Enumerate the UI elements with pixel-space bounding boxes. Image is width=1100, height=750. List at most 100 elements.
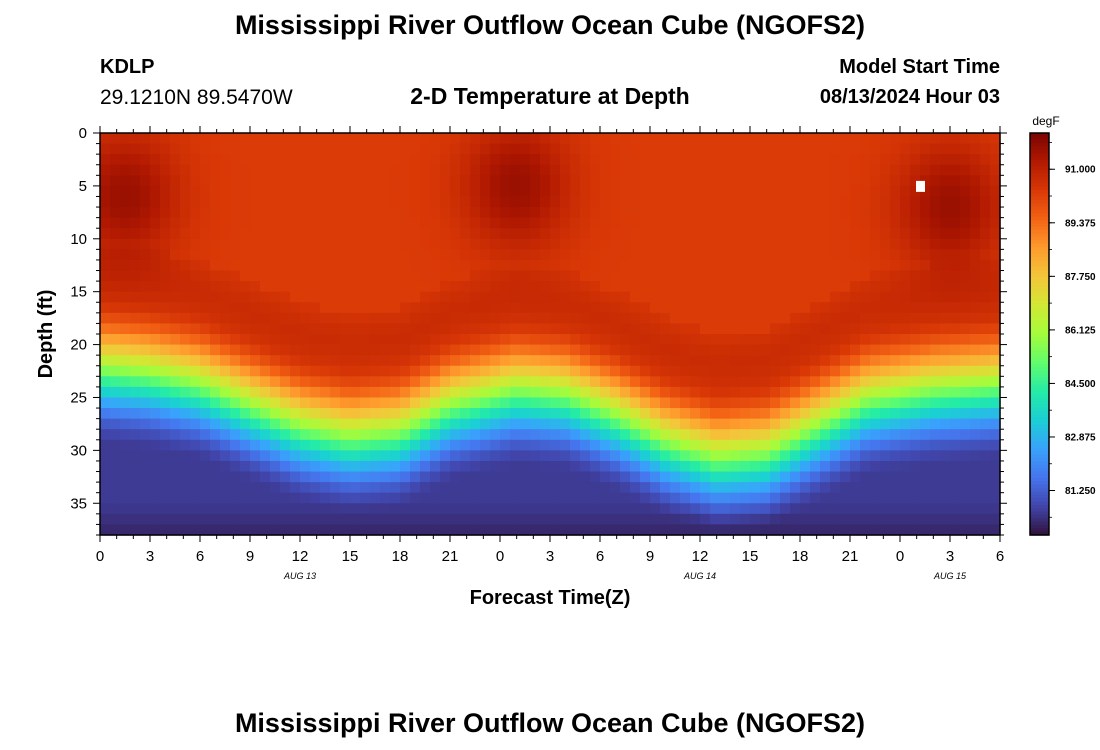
plot-title: 2-D Temperature at Depth bbox=[410, 83, 690, 109]
heatmap-cell bbox=[650, 196, 661, 208]
heatmap-cell bbox=[160, 143, 171, 155]
heatmap-cell bbox=[580, 249, 591, 261]
heatmap-cell bbox=[800, 460, 811, 473]
heatmap-cell bbox=[280, 503, 291, 515]
heatmap-cell bbox=[480, 524, 491, 536]
x-tick-label: 3 bbox=[146, 548, 154, 565]
heatmap-cell bbox=[160, 154, 171, 166]
heatmap-cell bbox=[900, 217, 911, 229]
heatmap-cell bbox=[220, 492, 231, 504]
heatmap-cell bbox=[950, 207, 961, 219]
heatmap-cell bbox=[850, 408, 861, 420]
heatmap-cell bbox=[650, 259, 661, 272]
heatmap-cell bbox=[280, 524, 291, 536]
heatmap-cell bbox=[640, 524, 651, 536]
heatmap-cell bbox=[880, 217, 891, 229]
heatmap-cell bbox=[310, 386, 321, 399]
heatmap-cell bbox=[950, 238, 961, 250]
heatmap-cell bbox=[880, 323, 891, 335]
heatmap-cell bbox=[120, 270, 131, 282]
heatmap-cell bbox=[470, 270, 481, 282]
heatmap-cell bbox=[640, 217, 651, 229]
heatmap-cell bbox=[740, 355, 751, 367]
heatmap-cell bbox=[560, 259, 571, 272]
heatmap-cell bbox=[340, 270, 351, 282]
heatmap-cell bbox=[470, 238, 481, 250]
heatmap-cell bbox=[920, 344, 931, 356]
heatmap-cell bbox=[920, 471, 931, 483]
heatmap-cell bbox=[200, 207, 211, 219]
heatmap-cell bbox=[870, 503, 881, 515]
heatmap-cell bbox=[280, 408, 291, 420]
heatmap-cell bbox=[420, 270, 431, 282]
heatmap-cell bbox=[660, 143, 671, 155]
heatmap-cell bbox=[320, 397, 331, 409]
heatmap-cell bbox=[350, 482, 361, 494]
heatmap-cell bbox=[390, 334, 401, 346]
heatmap-cell bbox=[700, 439, 711, 451]
heatmap-cell bbox=[750, 492, 761, 504]
heatmap-cell bbox=[720, 355, 731, 367]
heatmap-cell bbox=[820, 323, 831, 335]
heatmap-cell bbox=[190, 291, 201, 303]
heatmap-cell bbox=[540, 175, 551, 187]
heatmap-cell bbox=[430, 164, 441, 176]
heatmap-cell bbox=[510, 249, 521, 261]
heatmap-cell bbox=[360, 270, 371, 282]
heatmap-cell bbox=[790, 259, 801, 272]
heatmap-cell bbox=[740, 513, 751, 526]
heatmap-cell bbox=[810, 482, 821, 494]
heatmap-cell bbox=[980, 492, 991, 504]
heatmap-cell bbox=[260, 471, 271, 483]
heatmap-cell bbox=[610, 471, 621, 483]
heatmap-cell bbox=[740, 482, 751, 494]
heatmap-cell bbox=[340, 524, 351, 536]
heatmap-cell bbox=[260, 133, 271, 145]
heatmap-cell bbox=[930, 270, 941, 282]
heatmap-cell bbox=[840, 418, 851, 430]
heatmap-cell bbox=[100, 334, 111, 346]
heatmap-cell bbox=[110, 492, 121, 504]
heatmap-cell bbox=[270, 450, 281, 462]
heatmap-cell bbox=[630, 471, 641, 483]
heatmap-cell bbox=[190, 217, 201, 229]
heatmap-cell bbox=[100, 154, 111, 166]
heatmap-cell bbox=[680, 439, 691, 451]
heatmap-cell bbox=[730, 175, 741, 187]
heatmap-cell bbox=[910, 164, 921, 176]
heatmap-cell bbox=[310, 439, 321, 451]
heatmap-cell bbox=[880, 460, 891, 473]
heatmap-cell bbox=[380, 228, 391, 240]
heatmap-cell bbox=[310, 185, 321, 198]
heatmap-cell bbox=[980, 259, 991, 272]
heatmap-cell bbox=[570, 207, 581, 219]
heatmap-cell bbox=[310, 143, 321, 155]
heatmap-cell bbox=[110, 482, 121, 494]
heatmap-cell bbox=[810, 429, 821, 441]
heatmap-cell bbox=[180, 238, 191, 250]
heatmap-cell bbox=[620, 207, 631, 219]
heatmap-cell bbox=[450, 365, 461, 377]
heatmap-cell bbox=[760, 344, 771, 356]
heatmap-cell bbox=[350, 175, 361, 187]
heatmap-cell bbox=[890, 376, 901, 388]
heatmap-cell bbox=[300, 217, 311, 229]
heatmap-cell bbox=[160, 460, 171, 473]
heatmap-cell bbox=[650, 143, 661, 155]
heatmap-cell bbox=[280, 418, 291, 430]
heatmap-cell bbox=[600, 503, 611, 515]
heatmap-cell bbox=[720, 312, 731, 325]
heatmap-cell bbox=[390, 524, 401, 536]
heatmap-cell bbox=[250, 418, 261, 430]
heatmap-cell bbox=[730, 524, 741, 536]
heatmap-cell bbox=[440, 302, 451, 314]
heatmap-cell bbox=[200, 302, 211, 314]
heatmap-cell bbox=[150, 259, 161, 272]
heatmap-cell bbox=[610, 228, 621, 240]
heatmap-cell bbox=[640, 259, 651, 272]
heatmap-cell bbox=[690, 460, 701, 473]
heatmap-cell bbox=[950, 217, 961, 229]
heatmap-cell bbox=[530, 439, 541, 451]
colorbar-segment bbox=[1030, 444, 1049, 449]
heatmap-cell bbox=[690, 503, 701, 515]
